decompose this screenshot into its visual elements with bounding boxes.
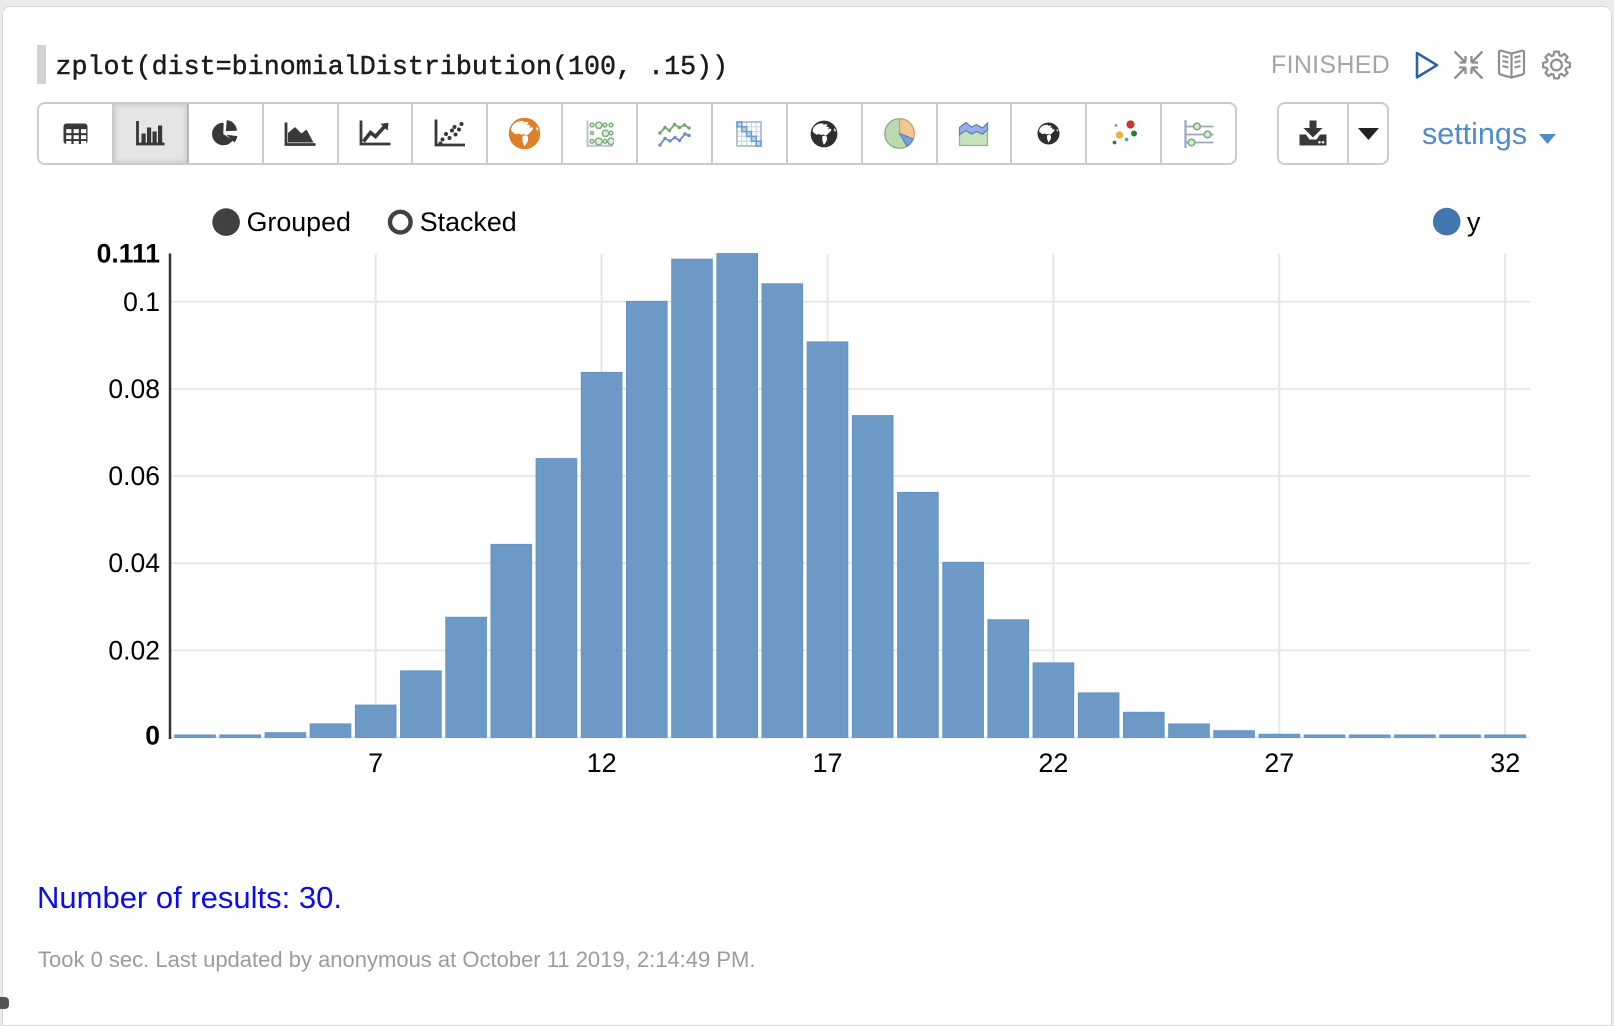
svg-text:Grouped: Grouped (247, 207, 351, 237)
svg-text:0.111: 0.111 (97, 238, 160, 268)
svg-text:Stacked: Stacked (420, 207, 517, 237)
svg-text:0: 0 (145, 720, 160, 750)
svg-text:y: y (1467, 207, 1481, 237)
svg-text:27: 27 (1264, 748, 1294, 778)
svg-text:0.08: 0.08 (108, 374, 160, 404)
svg-text:0.1: 0.1 (123, 287, 160, 317)
svg-text:32: 32 (1490, 748, 1520, 778)
svg-text:7: 7 (368, 748, 383, 778)
svg-text:17: 17 (812, 748, 842, 778)
svg-text:0.04: 0.04 (108, 548, 160, 578)
svg-text:12: 12 (587, 748, 617, 778)
svg-text:0.06: 0.06 (108, 461, 160, 491)
svg-text:22: 22 (1038, 748, 1068, 778)
svg-text:0.02: 0.02 (108, 635, 160, 665)
